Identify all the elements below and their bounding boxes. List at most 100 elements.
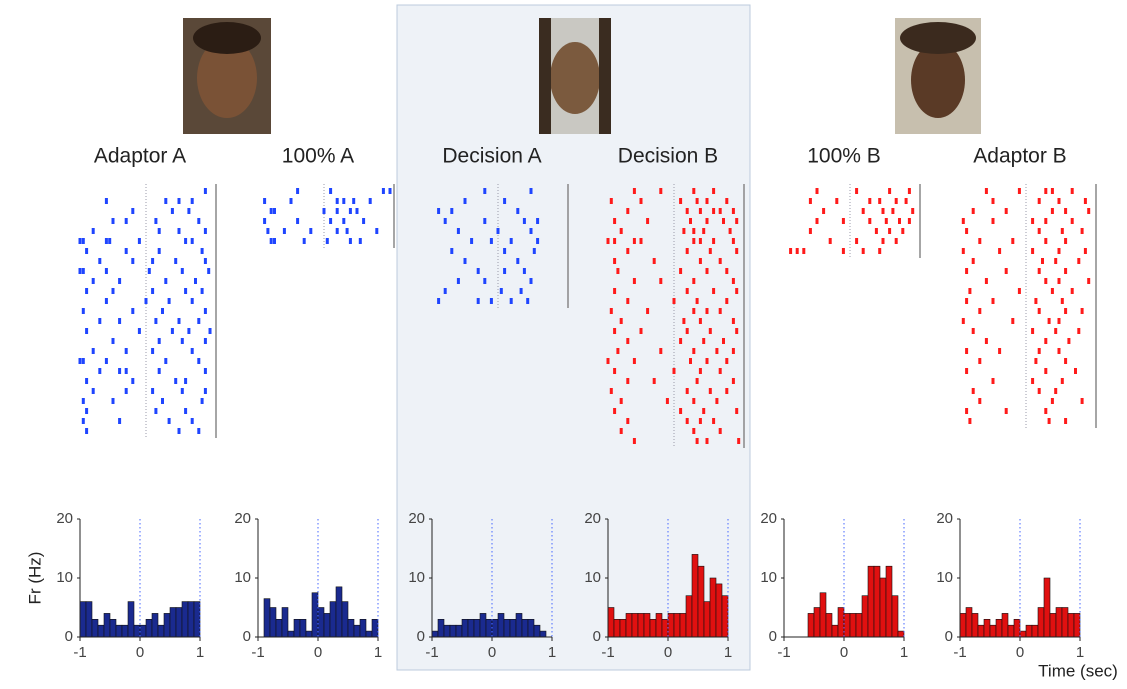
spike <box>978 238 982 244</box>
x-tick-label: 0 <box>1016 644 1024 661</box>
x-tick-label: 1 <box>196 644 204 661</box>
spike <box>131 258 135 264</box>
spike <box>1064 358 1068 364</box>
spike <box>200 288 204 294</box>
hist-bar <box>959 613 967 638</box>
spike <box>157 368 161 374</box>
spike <box>147 268 151 274</box>
spike <box>884 218 888 224</box>
spike <box>991 378 995 384</box>
spike <box>1054 388 1058 394</box>
spike <box>725 388 729 394</box>
spike <box>170 328 174 334</box>
spike <box>463 198 467 204</box>
spike <box>1064 308 1068 314</box>
spike <box>1083 198 1087 204</box>
spike <box>1077 328 1081 334</box>
spike <box>689 218 692 224</box>
spike <box>894 238 898 244</box>
spike <box>342 198 346 204</box>
spike <box>1017 188 1021 194</box>
hist-bar <box>479 613 487 638</box>
hist-bar <box>613 618 621 638</box>
spike <box>808 228 812 234</box>
spike <box>124 218 128 224</box>
spike <box>692 238 696 244</box>
spike <box>529 228 533 234</box>
spike <box>1067 338 1071 344</box>
spike <box>91 278 95 284</box>
spike <box>606 358 610 364</box>
spike <box>85 288 89 294</box>
hist-bar <box>685 595 693 638</box>
spike <box>81 308 85 314</box>
spike <box>1034 298 1038 304</box>
spike <box>679 408 683 414</box>
spike <box>522 218 526 224</box>
spike <box>632 358 636 364</box>
spike <box>789 248 793 254</box>
spike <box>731 318 735 324</box>
spike <box>984 338 988 344</box>
spike <box>725 298 729 304</box>
spike <box>362 218 366 224</box>
spike <box>111 288 115 294</box>
spike <box>335 228 339 234</box>
spike <box>692 278 696 284</box>
spike <box>619 428 623 434</box>
spike <box>381 188 385 194</box>
spike <box>1054 258 1058 264</box>
spike <box>965 408 969 414</box>
spike <box>722 218 725 224</box>
hist-bar <box>329 601 337 638</box>
hist-bar <box>965 607 973 638</box>
spike <box>718 308 722 314</box>
spike <box>536 218 540 224</box>
spike <box>613 218 617 224</box>
hist-bar <box>1007 624 1015 638</box>
spike <box>1011 238 1015 244</box>
hist-bar <box>175 607 183 638</box>
spike <box>619 228 623 234</box>
spike <box>712 208 716 214</box>
hist-bar <box>263 598 271 638</box>
spike <box>85 378 89 384</box>
hist-bar <box>807 613 815 638</box>
spike <box>111 398 115 404</box>
spike <box>613 368 617 374</box>
hist-bar <box>1001 613 1009 638</box>
spike <box>85 248 89 254</box>
hist-bar <box>91 618 99 638</box>
spike <box>646 308 650 314</box>
spike <box>190 238 194 244</box>
spike <box>901 228 905 234</box>
spike <box>1074 368 1077 374</box>
spike <box>368 198 372 204</box>
x-tick-label: -1 <box>777 644 790 661</box>
spike <box>269 208 273 214</box>
spike <box>725 198 729 204</box>
spike <box>725 358 729 364</box>
hist-bar <box>703 601 711 638</box>
y-tick-label: 0 <box>243 628 251 645</box>
panel-title: 100% A <box>282 145 354 168</box>
spike <box>180 268 184 274</box>
spike <box>476 298 480 304</box>
spike <box>519 288 523 294</box>
spike <box>968 288 972 294</box>
panel-title: Adaptor A <box>94 145 186 168</box>
spike <box>78 358 82 364</box>
spike <box>348 208 352 214</box>
spike <box>302 238 306 244</box>
hist-bar <box>691 554 699 638</box>
hist-bar <box>655 613 663 638</box>
y-tick-label: 10 <box>760 569 777 586</box>
panel-title: Decision B <box>618 145 718 168</box>
spike <box>1011 318 1015 324</box>
spike <box>679 268 683 274</box>
y-tick-label: 10 <box>234 569 251 586</box>
spike <box>1037 348 1041 354</box>
spike <box>984 278 988 284</box>
spike <box>516 258 520 264</box>
spike <box>111 218 115 224</box>
